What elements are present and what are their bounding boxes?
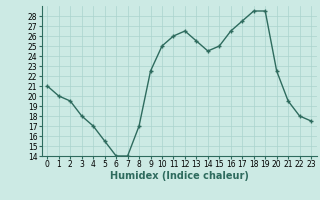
X-axis label: Humidex (Indice chaleur): Humidex (Indice chaleur) (110, 171, 249, 181)
